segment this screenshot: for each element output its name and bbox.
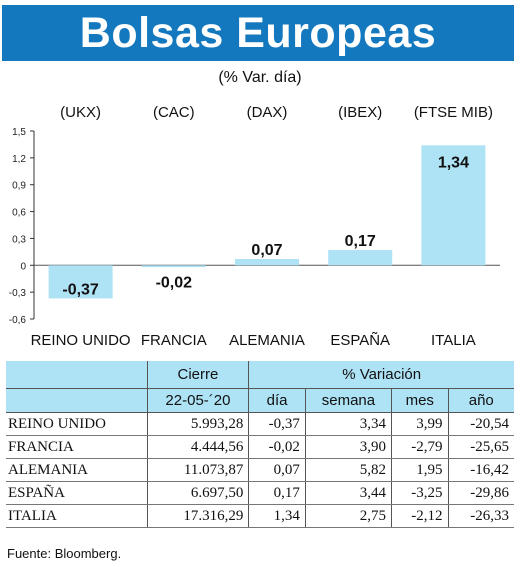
row-mes: -3,25 — [391, 481, 449, 505]
row-semana: 5,82 — [304, 458, 392, 482]
row-ano: -29,86 — [447, 481, 514, 505]
bar-francia — [141, 265, 206, 268]
header-cierre: Cierre — [146, 361, 249, 389]
y-tick-label: 0 — [20, 261, 26, 272]
data-label: -0,37 — [62, 281, 99, 298]
index-label: (DAX) — [247, 104, 288, 121]
data-label: 1,34 — [438, 154, 469, 171]
row-name: ALEMANIA — [6, 458, 148, 482]
row-dia: -0,37 — [248, 412, 306, 436]
bar-chart: -0,6 -0,3 0 0,3 0,6 0,9 1,2 1,5 -0,37 (UKX) REINO … — [0, 95, 520, 355]
y-tick-label: -0,6 — [9, 315, 27, 326]
header-dia: día — [248, 388, 306, 413]
data-label: -0,02 — [156, 274, 193, 291]
bar-italia — [421, 145, 486, 266]
row-dia: 1,34 — [248, 504, 306, 528]
bar-reino-unido — [48, 265, 113, 299]
title-bar: Bolsas Europeas — [2, 5, 514, 61]
table-row: ITALIA 17.316,29 1,34 2,75 -2,12 -26,33 — [6, 504, 514, 528]
header-blank-2 — [6, 388, 148, 413]
row-name: ESPAÑA — [6, 481, 148, 505]
index-label: (CAC) — [153, 104, 195, 121]
row-ano: -16,42 — [447, 458, 514, 482]
row-name: REINO UNIDO — [6, 412, 148, 436]
row-semana: 3,90 — [304, 435, 392, 459]
chart-svg: -0,6 -0,3 0 0,3 0,6 0,9 1,2 1,5 -0,37 (UKX) REINO … — [9, 104, 500, 349]
index-label: (UKX) — [60, 104, 101, 121]
row-semana: 3,44 — [304, 481, 392, 505]
y-tick-label: -0,3 — [9, 288, 27, 299]
page-title: Bolsas Europeas — [79, 9, 437, 57]
row-ano: -20,54 — [447, 412, 514, 436]
header-ano: año — [447, 388, 514, 413]
row-name: ITALIA — [6, 504, 148, 528]
data-label: 0,17 — [345, 233, 376, 250]
header-semana: semana — [304, 388, 392, 413]
y-tick-label: 0,6 — [12, 208, 26, 219]
row-name: FRANCIA — [6, 435, 148, 459]
y-tick-label: 1,2 — [12, 154, 26, 165]
data-table: Cierre % Variación 22-05-´20 día semana … — [6, 361, 514, 528]
x-category-label: REINO UNIDO — [31, 332, 131, 349]
bar-alemania — [235, 259, 299, 266]
header-mes: mes — [391, 388, 449, 413]
x-category-label: FRANCIA — [141, 332, 207, 349]
row-dia: -0,02 — [248, 435, 306, 459]
row-mes: 3,99 — [391, 412, 449, 436]
y-tick-label: 0,9 — [12, 181, 26, 192]
row-cierre: 17.316,29 — [146, 504, 249, 528]
table-row: REINO UNIDO 5.993,28 -0,37 3,34 3,99 -20… — [6, 412, 514, 436]
y-tick-label: 0,3 — [12, 234, 26, 245]
row-ano: -25,65 — [447, 435, 514, 459]
row-mes: 1,95 — [391, 458, 449, 482]
header-blank — [6, 361, 148, 389]
row-cierre: 11.073,87 — [146, 458, 249, 482]
x-category-label: ALEMANIA — [229, 332, 305, 349]
row-dia: 0,07 — [248, 458, 306, 482]
table-row: ALEMANIA 11.073,87 0,07 5,82 1,95 -16,42 — [6, 458, 514, 482]
header-variacion: % Variación — [248, 361, 514, 389]
header-date: 22-05-´20 — [146, 388, 249, 413]
row-dia: 0,17 — [248, 481, 306, 505]
row-semana: 3,34 — [304, 412, 392, 436]
source-note: Fuente: Bloomberg. — [7, 546, 122, 561]
row-mes: -2,79 — [391, 435, 449, 459]
table-group-header-row: Cierre % Variación — [6, 361, 514, 389]
x-category-label: ITALIA — [431, 332, 476, 349]
row-ano: -26,33 — [447, 504, 514, 528]
table-row: FRANCIA 4.444,56 -0,02 3,90 -2,79 -25,65 — [6, 435, 514, 459]
data-label: 0,07 — [251, 242, 282, 259]
index-label: (FTSE MIB) — [414, 104, 493, 121]
table-row: ESPAÑA 6.697,50 0,17 3,44 -3,25 -29,86 — [6, 481, 514, 505]
chart-subtitle: (% Var. día) — [218, 69, 302, 86]
index-label: (IBEX) — [338, 104, 382, 121]
row-semana: 2,75 — [304, 504, 392, 528]
row-cierre: 6.697,50 — [146, 481, 249, 505]
row-mes: -2,12 — [391, 504, 449, 528]
x-category-label: ESPAÑA — [330, 332, 390, 349]
row-cierre: 5.993,28 — [146, 412, 249, 436]
bar-españa — [328, 250, 393, 266]
y-tick-label: 1,5 — [12, 127, 26, 138]
row-cierre: 4.444,56 — [146, 435, 249, 459]
table-col-header-row: 22-05-´20 día semana mes año — [6, 388, 514, 413]
